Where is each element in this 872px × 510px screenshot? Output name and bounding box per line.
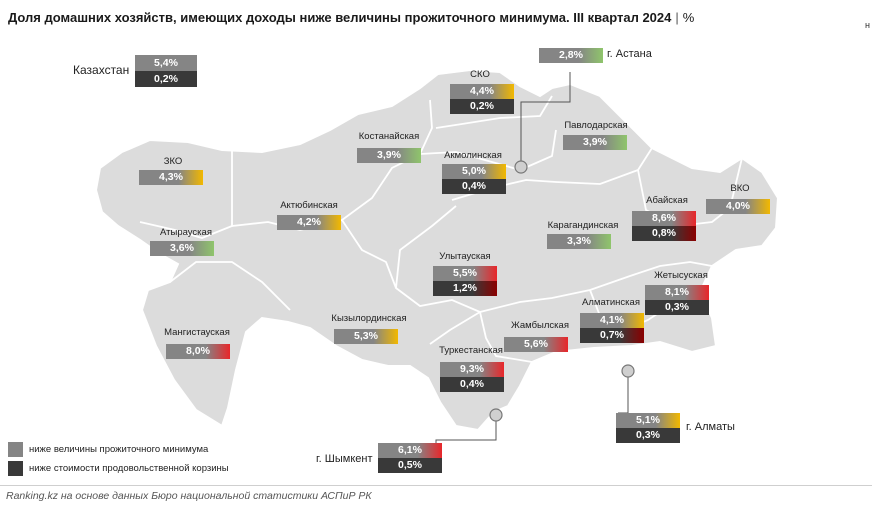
region-label-almaty-reg: Алматинская [582, 297, 640, 308]
legend-label-subsistence: ниже величины прожиточного минимума [29, 444, 209, 455]
value-ulytau-primary: 5,5% [433, 266, 497, 281]
region-label-vko: ВКО [730, 183, 750, 194]
region-label-zhetysu: Жетысуская [654, 270, 708, 281]
value-almaty-primary: 5,1% [616, 413, 680, 428]
value-abay-primary: 8,6% [632, 211, 696, 226]
kazakhstan-label: Казахстан [73, 63, 130, 77]
value-vko-primary: 4,0% [706, 199, 770, 214]
kazakhstan-primary-value: 5,4% [135, 55, 197, 71]
value-zhambyl-primary: 5,6% [504, 337, 568, 352]
region-label-kyzylorda: Кызылординская [331, 313, 407, 324]
value-astana-primary: 2,8% [539, 48, 603, 63]
region-label-zhambyl: Жамбылская [511, 320, 569, 331]
value-zko-primary: 4,3% [139, 170, 203, 185]
region-label-karaganda: Карагандинская [547, 220, 619, 231]
region-label-ulytau: Улытауская [439, 251, 491, 262]
almaty-marker [621, 364, 635, 378]
region-label-atyrau: Атырауская [160, 227, 212, 238]
astana-connector [520, 72, 571, 167]
value-sko-secondary: 0,2% [450, 99, 514, 114]
value-turkestan-primary: 9,3% [440, 362, 504, 377]
source-note: Ranking.kz на основе данных Бюро национа… [6, 490, 372, 502]
region-label-mangystau: Мангистауская [164, 327, 230, 338]
kazakhstan-secondary-value: 0,2% [135, 71, 197, 87]
value-kostanay-primary: 3,9% [357, 148, 421, 163]
legend-swatch-gray [8, 442, 23, 457]
legend-label-food-basket: ниже стоимости продовольственной корзины [29, 463, 229, 474]
shymkent-marker [489, 408, 503, 422]
value-shymkent-secondary: 0,5% [378, 458, 442, 473]
value-almaty-reg-secondary: 0,7% [580, 328, 644, 343]
value-almaty-secondary: 0,3% [616, 428, 680, 443]
footer-divider [0, 485, 872, 486]
value-karaganda-primary: 3,3% [547, 234, 611, 249]
value-almaty-reg-primary: 4,1% [580, 313, 644, 328]
chart-title: Доля домашних хозяйств, имеющих доходы н… [8, 10, 694, 25]
city-label-astana: г. Астана [607, 48, 652, 60]
region-label-aktobe: Актюбинская [280, 200, 338, 211]
title-separator: | [675, 10, 679, 25]
title-unit: % [682, 10, 695, 25]
value-aktobe-primary: 4,2% [277, 215, 341, 230]
region-label-kostanay: Костанайская [358, 131, 420, 142]
value-zhetysu-secondary: 0,3% [645, 300, 709, 315]
region-label-pavlodar: Павлодарская [564, 120, 628, 131]
legend-item-subsistence: ниже величины прожиточного минимума [8, 442, 208, 457]
region-label-sko: СКО [470, 69, 490, 80]
city-label-almaty: г. Алматы [686, 421, 735, 433]
value-abay-secondary: 0,8% [632, 226, 696, 241]
corner-mark: н [865, 20, 870, 30]
value-akmola-secondary: 0,4% [442, 179, 506, 194]
value-turkestan-secondary: 0,4% [440, 377, 504, 392]
region-label-abay: Абайская [646, 195, 688, 206]
legend-item-food-basket: ниже стоимости продовольственной корзины [8, 461, 229, 476]
city-markers [489, 160, 635, 422]
value-kyzylorda-primary: 5,3% [334, 329, 398, 344]
region-label-akmola: Акмолинская [444, 150, 502, 161]
value-sko-primary: 4,4% [450, 84, 514, 99]
value-zhetysu-primary: 8,1% [645, 285, 709, 300]
city-label-shymkent: г. Шымкент [316, 453, 373, 465]
value-mangystau-primary: 8,0% [166, 344, 230, 359]
value-pavlodar-primary: 3,9% [563, 135, 627, 150]
value-akmola-primary: 5,0% [442, 164, 506, 179]
astana-marker [514, 160, 528, 174]
value-shymkent-primary: 6,1% [378, 443, 442, 458]
legend-swatch-dark [8, 461, 23, 476]
value-atyrau-primary: 3,6% [150, 241, 214, 256]
region-label-zko: ЗКО [163, 156, 183, 167]
value-ulytau-secondary: 1,2% [433, 281, 497, 296]
title-text: Доля домашних хозяйств, имеющих доходы н… [8, 10, 672, 25]
region-label-turkestan: Туркестанская [439, 345, 503, 356]
